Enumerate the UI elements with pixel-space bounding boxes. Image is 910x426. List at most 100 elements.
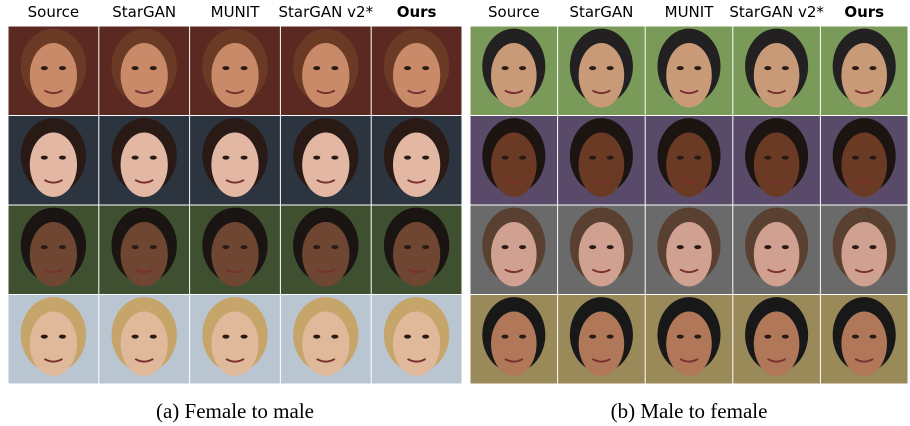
face-image <box>190 206 280 295</box>
face-image <box>733 27 820 116</box>
caption: (a) Female to male <box>156 399 314 423</box>
eye <box>404 335 411 339</box>
face-image <box>9 116 99 205</box>
face <box>302 133 349 197</box>
eye <box>502 245 509 249</box>
face <box>393 312 440 376</box>
face-image <box>821 206 908 295</box>
face <box>121 222 168 286</box>
face <box>666 222 712 286</box>
eye <box>422 335 429 339</box>
eye <box>222 245 229 249</box>
face <box>30 43 77 107</box>
face-image <box>9 27 99 116</box>
eye <box>589 156 596 160</box>
eye <box>59 156 66 160</box>
eye <box>852 335 859 339</box>
eye <box>59 245 66 249</box>
face-image <box>646 295 733 384</box>
face <box>491 43 537 107</box>
face-image <box>372 206 462 295</box>
eye <box>502 66 509 70</box>
column-header: Ours <box>397 3 437 21</box>
eye <box>404 156 411 160</box>
eye <box>222 156 229 160</box>
eye <box>313 156 320 160</box>
face-image <box>821 116 908 205</box>
face <box>302 222 349 286</box>
eye <box>764 245 771 249</box>
face <box>491 222 537 286</box>
face <box>666 43 712 107</box>
face-image <box>733 295 820 384</box>
face-image <box>190 27 280 116</box>
face-image <box>471 206 558 295</box>
eye <box>41 156 48 160</box>
face <box>666 133 712 197</box>
eye <box>677 245 684 249</box>
eye <box>404 66 411 70</box>
face-image <box>281 27 371 116</box>
face <box>754 43 800 107</box>
eye <box>222 335 229 339</box>
face-image <box>281 116 371 205</box>
column-header: StarGAN v2* <box>279 3 374 21</box>
eye <box>694 156 701 160</box>
face <box>121 312 168 376</box>
face-image <box>821 27 908 116</box>
eye <box>150 245 157 249</box>
eye <box>422 66 429 70</box>
column-header: Ours <box>844 3 884 21</box>
face <box>30 133 77 197</box>
eye <box>852 66 859 70</box>
face <box>211 133 258 197</box>
eye <box>782 156 789 160</box>
eye <box>677 335 684 339</box>
column-header: Source <box>28 3 80 21</box>
eye <box>694 245 701 249</box>
face-image <box>733 116 820 205</box>
face <box>841 43 887 107</box>
face-image <box>9 206 99 295</box>
face-image <box>372 27 462 116</box>
face <box>302 312 349 376</box>
eye <box>519 335 526 339</box>
face <box>302 43 349 107</box>
eye <box>331 66 338 70</box>
face <box>30 222 77 286</box>
face <box>393 222 440 286</box>
face <box>841 222 887 286</box>
eye <box>41 335 48 339</box>
face <box>841 133 887 197</box>
eye <box>41 245 48 249</box>
eye <box>519 156 526 160</box>
eye <box>150 66 157 70</box>
column-header: StarGAN v2* <box>729 3 824 21</box>
face-image <box>471 116 558 205</box>
face-image <box>558 116 645 205</box>
eye <box>241 335 248 339</box>
eye <box>764 156 771 160</box>
eye <box>331 156 338 160</box>
eye <box>607 156 614 160</box>
eye <box>589 335 596 339</box>
eye <box>519 245 526 249</box>
eye <box>404 245 411 249</box>
eye <box>869 245 876 249</box>
face <box>579 312 625 376</box>
column-header: MUNIT <box>211 3 261 21</box>
eye <box>150 156 157 160</box>
face <box>491 133 537 197</box>
face-image <box>471 27 558 116</box>
face-image <box>99 295 189 384</box>
eye <box>519 66 526 70</box>
panel: SourceStarGANMUNITStarGAN v2*Ours(b) Mal… <box>471 3 908 423</box>
eye <box>59 66 66 70</box>
eye <box>677 156 684 160</box>
face-image <box>190 295 280 384</box>
eye <box>132 335 139 339</box>
face-image <box>9 295 99 384</box>
face-image <box>821 295 908 384</box>
face <box>754 312 800 376</box>
eye <box>782 335 789 339</box>
